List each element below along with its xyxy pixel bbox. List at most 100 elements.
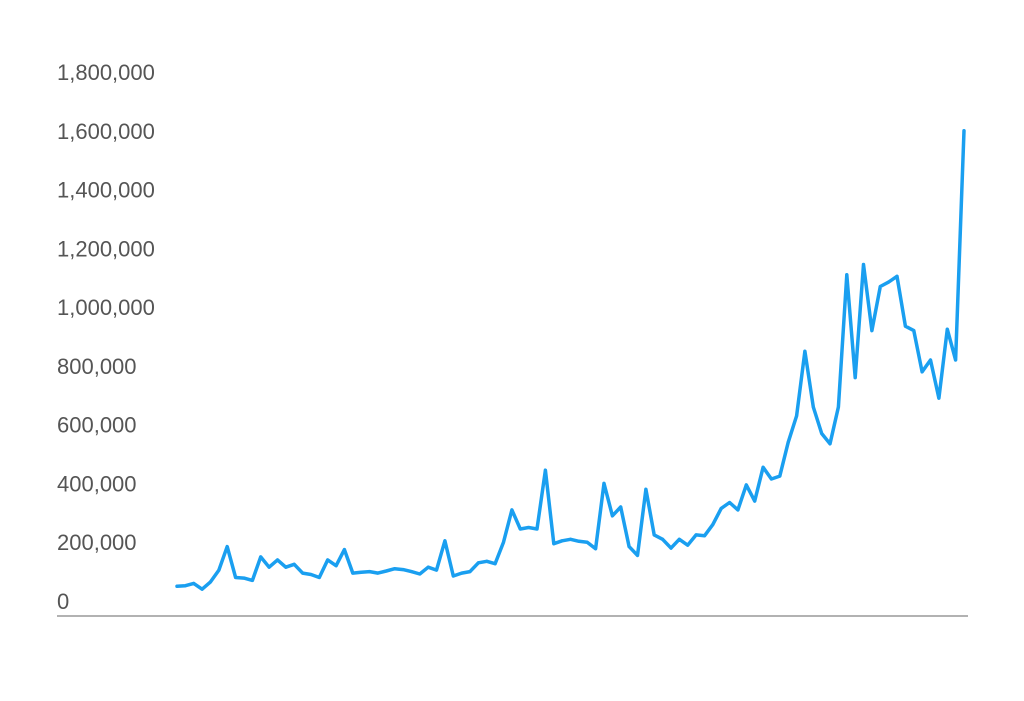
data-point <box>870 329 874 333</box>
y-tick-label: 200,000 <box>57 530 137 555</box>
data-point <box>175 584 179 588</box>
data-point <box>502 540 505 544</box>
data-point <box>543 468 547 472</box>
data-point <box>409 570 413 574</box>
data-point <box>527 526 531 529</box>
data-point <box>418 572 422 576</box>
data-point <box>518 527 522 531</box>
data-point <box>351 571 355 575</box>
data-point <box>694 533 698 537</box>
data-point <box>753 499 757 503</box>
data-point <box>610 514 614 518</box>
data-point <box>728 501 732 504</box>
data-point <box>326 558 330 562</box>
data-point <box>301 571 305 575</box>
data-point <box>828 442 832 446</box>
data-point <box>962 129 966 133</box>
y-tick-label: 400,000 <box>57 471 137 496</box>
series-points <box>175 129 966 591</box>
data-point <box>435 568 438 572</box>
data-point <box>703 534 706 538</box>
data-point <box>209 580 212 584</box>
data-point <box>585 540 589 544</box>
y-tick-label: 1,600,000 <box>57 119 155 144</box>
data-point <box>895 274 899 278</box>
data-point <box>853 376 857 380</box>
data-point <box>535 527 539 531</box>
data-point <box>234 576 238 579</box>
data-point <box>677 537 681 541</box>
data-point <box>468 570 472 574</box>
data-point <box>627 545 631 549</box>
y-axis-ticks: 0 200,000 400,000 600,000 800,000 1,000,000 1,… <box>57 60 155 614</box>
data-point <box>225 545 229 549</box>
data-point <box>636 553 639 557</box>
data-point <box>954 358 958 362</box>
data-point <box>359 570 363 574</box>
data-point <box>878 285 882 288</box>
y-tick-label: 1,200,000 <box>57 236 155 261</box>
data-point <box>744 483 748 487</box>
data-point <box>485 559 489 563</box>
data-point <box>276 558 279 562</box>
data-point <box>669 546 673 550</box>
data-point <box>451 574 455 578</box>
data-point <box>769 477 773 481</box>
data-point <box>259 555 263 559</box>
data-point <box>736 508 740 512</box>
data-point <box>192 581 196 585</box>
data-point <box>661 537 665 541</box>
data-point <box>560 539 564 543</box>
data-point <box>493 562 497 566</box>
data-point <box>912 329 916 333</box>
data-point <box>652 533 656 537</box>
data-point <box>719 506 723 510</box>
data-point <box>317 576 321 579</box>
data-point <box>778 474 782 478</box>
series-line <box>175 129 966 591</box>
y-tick-label: 1,800,000 <box>57 60 155 85</box>
data-point <box>686 543 690 547</box>
data-point <box>250 578 254 582</box>
data-point <box>845 273 849 277</box>
data-point <box>242 576 246 580</box>
y-tick-label: 1,000,000 <box>57 295 155 320</box>
data-point <box>929 358 932 362</box>
y-tick-label: 600,000 <box>57 413 137 438</box>
data-point <box>803 349 807 353</box>
data-point <box>820 432 824 435</box>
data-point <box>836 405 840 409</box>
data-point <box>217 568 221 572</box>
data-point <box>342 548 346 552</box>
data-point <box>602 481 606 485</box>
data-point <box>460 571 464 575</box>
data-point <box>619 505 623 509</box>
y-tick-label: 800,000 <box>57 354 137 379</box>
data-point <box>368 570 372 574</box>
y-tick-label: 0 <box>57 589 69 614</box>
data-point <box>284 565 288 569</box>
data-point <box>476 561 480 565</box>
data-point <box>443 539 447 543</box>
data-point <box>309 573 313 576</box>
data-point <box>183 584 187 588</box>
data-point <box>510 508 514 512</box>
data-point <box>267 565 271 569</box>
data-point <box>786 440 790 444</box>
data-point <box>292 562 296 566</box>
data-point <box>594 547 598 551</box>
data-point <box>376 571 380 575</box>
data-point <box>401 568 405 572</box>
data-point <box>920 370 924 374</box>
data-point <box>393 567 397 571</box>
data-point <box>795 414 799 418</box>
data-point <box>903 324 907 328</box>
y-tick-label: 1,400,000 <box>57 178 155 203</box>
data-point <box>937 396 941 400</box>
data-point <box>569 537 572 541</box>
data-point <box>862 263 865 266</box>
data-point <box>945 327 949 331</box>
data-point <box>644 487 648 491</box>
